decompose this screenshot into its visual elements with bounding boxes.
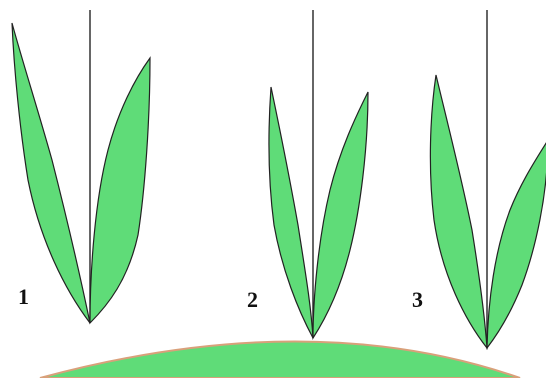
figure-label-3: 3 xyxy=(412,287,423,312)
left-leaf-2 xyxy=(268,86,314,339)
right-leaf-3 xyxy=(486,142,546,350)
right-leaf-1 xyxy=(89,56,151,325)
figure-label-1: 1 xyxy=(18,284,29,309)
left-leaf-3 xyxy=(429,74,488,350)
left-leaf-1 xyxy=(11,22,91,324)
leaf-pair-1 xyxy=(11,10,151,325)
right-leaf-2 xyxy=(312,91,369,341)
figure-label-2: 2 xyxy=(247,287,258,312)
ground-surface xyxy=(39,340,521,379)
leaf-pair-2 xyxy=(268,10,369,341)
leaf-pair-3 xyxy=(429,10,546,350)
